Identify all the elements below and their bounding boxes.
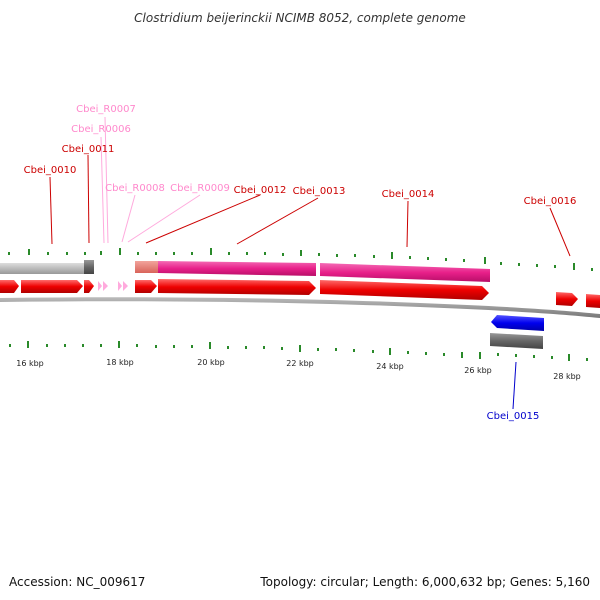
rna-arrow[interactable] xyxy=(118,281,122,291)
gene-label-cbei-0013[interactable]: Cbei_0013 xyxy=(293,186,346,197)
gene-label-cbei-0011[interactable]: Cbei_0011 xyxy=(62,144,115,155)
grey-feature[interactable] xyxy=(20,263,84,274)
cds-arrow[interactable] xyxy=(84,280,94,293)
scale-label: 16 kbp xyxy=(16,359,44,368)
cds-arrow[interactable] xyxy=(586,294,600,308)
cds-arrow[interactable] xyxy=(21,280,83,293)
dark-feature[interactable] xyxy=(490,333,543,349)
gene-label-cbei-0010[interactable]: Cbei_0010 xyxy=(24,165,77,176)
cds-arrow[interactable] xyxy=(135,280,157,293)
gene-label-cbei-0016[interactable]: Cbei_0016 xyxy=(524,196,577,207)
gene-label-cbei-0014[interactable]: Cbei_0014 xyxy=(382,189,435,200)
scale-label: 22 kbp xyxy=(286,359,314,368)
scale-label: 20 kbp xyxy=(197,358,225,367)
cds-arrow[interactable] xyxy=(0,280,19,293)
feature-track-top xyxy=(0,260,490,282)
cds-arrow[interactable] xyxy=(320,280,489,300)
scale-label: 18 kbp xyxy=(106,358,134,367)
grey-feature[interactable] xyxy=(0,263,20,274)
outer-tick-marks xyxy=(8,248,593,271)
scale-label: 26 kbp xyxy=(464,366,492,375)
scale-label: 24 kbp xyxy=(376,362,404,371)
magenta-feature[interactable] xyxy=(158,261,316,276)
rna-arrow[interactable] xyxy=(98,281,102,291)
cds-arrow[interactable] xyxy=(556,292,578,306)
gene-label-cbei-0015[interactable]: Cbei_0015 xyxy=(487,411,540,422)
gene-labels: Cbei_R0007 Cbei_R0006 Cbei_0011 Cbei_001… xyxy=(24,104,577,422)
accession-text: Accession: NC_009617 xyxy=(9,575,145,589)
rna-arrow[interactable] xyxy=(123,281,128,291)
gene-label-cbei-0012[interactable]: Cbei_0012 xyxy=(234,185,287,196)
scale-label: 28 kbp xyxy=(553,372,581,381)
gene-label-cbei-r0009[interactable]: Cbei_R0009 xyxy=(170,183,230,194)
reverse-cds-arrow[interactable] xyxy=(491,315,544,331)
label-leader-lines xyxy=(49,116,571,410)
dark-feature[interactable] xyxy=(84,260,94,274)
gene-label-cbei-r0008[interactable]: Cbei_R0008 xyxy=(105,183,165,194)
scale-labels: 16 kbp 18 kbp 20 kbp 22 kbp 24 kbp 26 kb… xyxy=(16,358,581,381)
gene-label-cbei-r0006[interactable]: Cbei_R0006 xyxy=(71,124,131,135)
cds-arrow[interactable] xyxy=(158,279,316,295)
salmon-feature[interactable] xyxy=(135,261,158,273)
map-title: Clostridium beijerinckii NCIMB 8052, com… xyxy=(134,11,466,25)
reverse-strand-genes xyxy=(490,315,544,349)
genome-summary-text: Topology: circular; Length: 6,000,632 bp… xyxy=(259,575,590,589)
magenta-feature[interactable] xyxy=(320,263,490,282)
rna-arrow[interactable] xyxy=(103,281,108,291)
genome-backbone xyxy=(0,297,600,318)
gene-label-cbei-r0007[interactable]: Cbei_R0007 xyxy=(76,104,136,115)
forward-strand-genes xyxy=(0,279,600,308)
inner-tick-marks xyxy=(9,341,588,361)
